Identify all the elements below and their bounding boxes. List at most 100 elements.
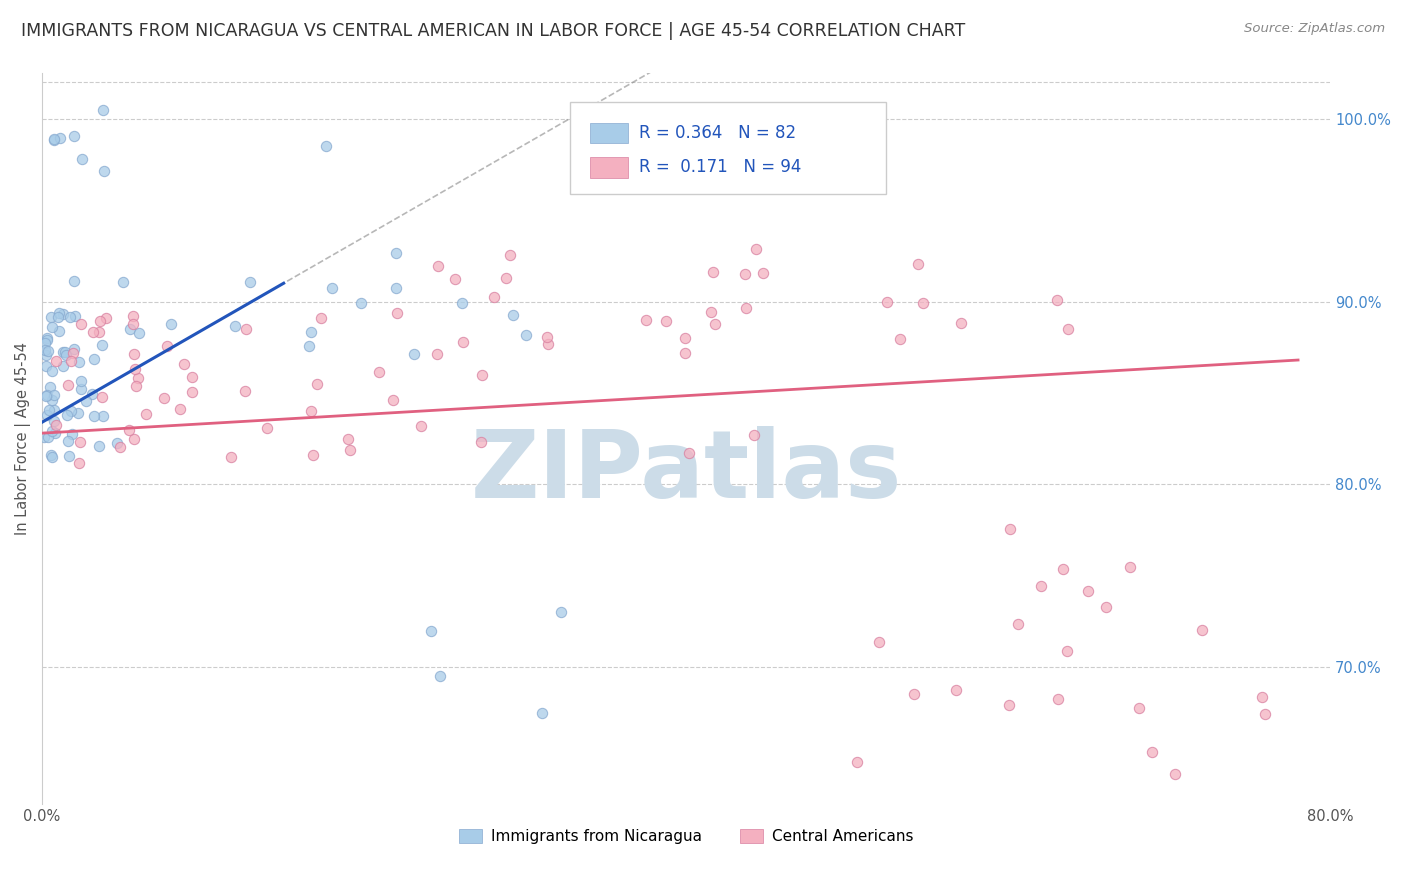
Point: [426, 347, 449, 361]
Point: [55, 348, 77, 362]
Point: [495, 271, 517, 285]
Point: [745, 242, 768, 256]
Point: [1119, 559, 1142, 574]
Point: [420, 624, 443, 638]
Point: [41, 450, 63, 464]
Point: [1007, 617, 1029, 632]
Point: [868, 635, 890, 649]
Point: [59, 403, 82, 417]
Point: [1047, 692, 1070, 706]
Point: [122, 347, 145, 361]
Point: [444, 271, 467, 285]
Point: [121, 318, 143, 332]
Point: [470, 435, 492, 450]
Point: [907, 257, 929, 271]
Point: [118, 423, 141, 437]
Point: [742, 427, 765, 442]
Point: [128, 326, 150, 340]
Point: [429, 669, 451, 683]
Point: [221, 450, 243, 464]
Point: [90, 338, 112, 352]
Point: [945, 682, 967, 697]
Text: R = 0.364   N = 82: R = 0.364 N = 82: [638, 124, 796, 142]
Point: [35, 408, 58, 422]
Point: [52, 344, 75, 359]
Point: [60, 354, 83, 368]
Point: [1164, 767, 1187, 781]
Point: [181, 370, 204, 384]
Point: [35, 348, 58, 362]
Point: [120, 322, 142, 336]
Point: [124, 361, 146, 376]
Point: [153, 391, 176, 405]
Point: [949, 316, 972, 330]
Point: [135, 408, 157, 422]
Point: [34, 343, 56, 358]
Point: [37, 344, 59, 359]
Point: [122, 432, 145, 446]
Point: [105, 435, 128, 450]
Point: [427, 259, 450, 273]
Point: [321, 281, 343, 295]
Point: [1046, 293, 1069, 307]
Point: [35, 389, 58, 403]
Point: [385, 281, 408, 295]
Point: [180, 385, 202, 400]
Point: [337, 432, 360, 446]
Point: [350, 296, 373, 310]
Point: [734, 267, 756, 281]
Point: [70, 374, 93, 388]
Point: [67, 456, 90, 470]
Point: [160, 318, 183, 332]
Point: [125, 379, 148, 393]
Point: [498, 248, 520, 262]
Point: [655, 313, 678, 327]
Text: R =  0.171   N = 94: R = 0.171 N = 94: [638, 158, 801, 177]
Point: [44, 387, 66, 401]
Legend: Immigrants from Nicaragua, Central Americans: Immigrants from Nicaragua, Central Ameri…: [458, 829, 914, 844]
Point: [404, 347, 426, 361]
Point: [173, 357, 195, 371]
Point: [1052, 562, 1074, 576]
Point: [41, 424, 63, 438]
Point: [700, 305, 723, 319]
Point: [1140, 745, 1163, 759]
Point: [876, 295, 898, 310]
Point: [515, 328, 537, 343]
Point: [37, 430, 59, 444]
Point: [111, 276, 134, 290]
Point: [75, 394, 97, 409]
Point: [673, 331, 696, 345]
Point: [1254, 706, 1277, 721]
Point: [70, 317, 93, 331]
Point: [450, 295, 472, 310]
Point: [156, 339, 179, 353]
Point: [32, 430, 55, 444]
Point: [93, 164, 115, 178]
Point: [63, 128, 86, 143]
Point: [58, 450, 80, 464]
Point: [1128, 701, 1150, 715]
Point: [52, 359, 75, 373]
Point: [52, 307, 75, 321]
Point: [634, 312, 657, 326]
Point: [38, 402, 60, 417]
Point: [299, 404, 322, 418]
Text: Source: ZipAtlas.com: Source: ZipAtlas.com: [1244, 22, 1385, 36]
Point: [381, 392, 404, 407]
Point: [846, 756, 869, 770]
Point: [256, 420, 278, 434]
Point: [66, 406, 89, 420]
Point: [41, 364, 63, 378]
Point: [63, 275, 86, 289]
Point: [53, 345, 76, 359]
Point: [49, 131, 72, 145]
Point: [48, 324, 70, 338]
Point: [702, 265, 724, 279]
Point: [34, 335, 56, 350]
Point: [58, 434, 80, 448]
Point: [90, 390, 112, 404]
Point: [108, 440, 131, 454]
Point: [35, 359, 58, 374]
Point: [678, 446, 700, 460]
